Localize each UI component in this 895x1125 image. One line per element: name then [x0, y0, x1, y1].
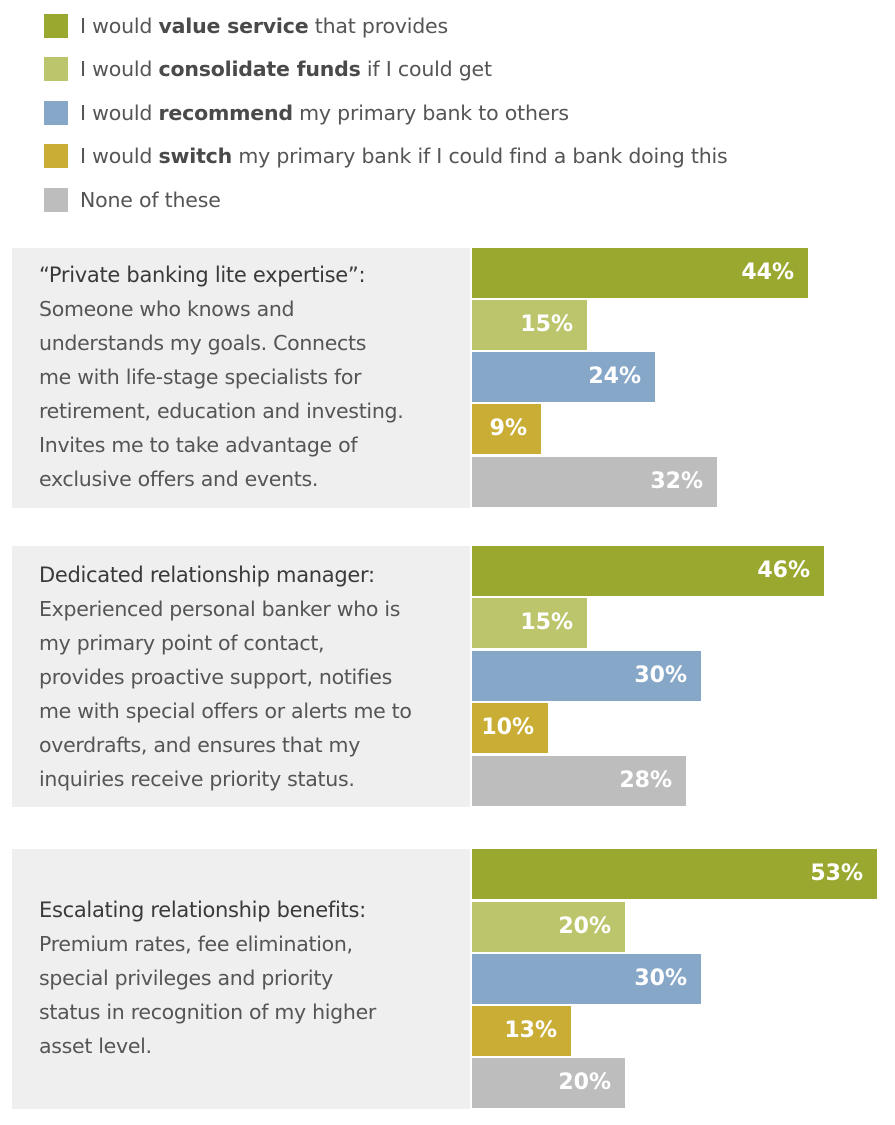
- bar-value-label: 15%: [520, 312, 573, 337]
- bar-value-label: 10%: [481, 715, 534, 740]
- panel-description: Dedicated relationship manager: Experienc…: [39, 558, 412, 796]
- bar-value-label: 53%: [810, 861, 863, 886]
- panel-line: me with special offers or alerts me to: [39, 699, 412, 723]
- bar: 44%: [472, 248, 808, 298]
- panel-line: understands my goals. Connects: [39, 331, 367, 355]
- bar: 53%: [472, 849, 877, 899]
- description-panel: Escalating relationship benefits: Premium…: [12, 849, 470, 1109]
- bar: 30%: [472, 651, 701, 701]
- bar: 20%: [472, 902, 625, 952]
- bar: 46%: [472, 546, 824, 596]
- legend-swatch: [44, 144, 68, 169]
- panel-title: Dedicated relationship manager:: [39, 563, 375, 587]
- panel-line: my primary point of contact,: [39, 631, 325, 655]
- bar: 20%: [472, 1058, 625, 1108]
- legend-label: None of these: [80, 187, 221, 212]
- panel-line: special privileges and priority: [39, 966, 333, 990]
- panel-line: Premium rates, fee elimination,: [39, 932, 353, 956]
- panel-title: “Private banking lite expertise”:: [39, 263, 366, 287]
- bar-value-label: 20%: [558, 914, 611, 939]
- bar: 15%: [472, 300, 587, 350]
- bar: 30%: [472, 954, 701, 1004]
- legend-label: I would value service that provides: [80, 13, 448, 38]
- legend-item: I would recommend my primary bank to oth…: [44, 91, 728, 135]
- description-panel: “Private banking lite expertise”: Someone…: [12, 248, 470, 508]
- bar: 10%: [472, 703, 548, 753]
- bar-value-label: 13%: [504, 1018, 557, 1043]
- bar: 24%: [472, 352, 655, 402]
- panel-description: Escalating relationship benefits: Premium…: [39, 893, 376, 1063]
- legend-item: I would switch my primary bank if I coul…: [44, 135, 728, 179]
- legend-item: I would consolidate funds if I could get: [44, 48, 728, 92]
- bar-value-label: 15%: [520, 610, 573, 635]
- bar-value-label: 32%: [650, 469, 703, 494]
- panel-title: Escalating relationship benefits:: [39, 898, 366, 922]
- bar-value-label: 44%: [741, 260, 794, 285]
- bar-value-label: 24%: [588, 364, 641, 389]
- panel-line: overdrafts, and ensures that my: [39, 733, 361, 757]
- bar-value-label: 20%: [558, 1070, 611, 1095]
- legend-swatch: [44, 187, 68, 212]
- bar: 13%: [472, 1006, 571, 1056]
- bar: 32%: [472, 457, 717, 507]
- description-panel: Dedicated relationship manager: Experienc…: [12, 546, 470, 807]
- bar: 9%: [472, 404, 541, 454]
- legend: I would value service that provides I wou…: [44, 4, 728, 222]
- panel-line: status in recognition of my higher: [39, 1000, 377, 1024]
- bar: 15%: [472, 598, 587, 648]
- legend-label: I would recommend my primary bank to oth…: [80, 100, 569, 125]
- legend-label: I would consolidate funds if I could get: [80, 57, 492, 82]
- legend-label: I would switch my primary bank if I coul…: [80, 144, 728, 169]
- panel-line: retirement, education and investing.: [39, 399, 404, 423]
- legend-item: I would value service that provides: [44, 4, 728, 48]
- panel-line: provides proactive support, notifies: [39, 665, 392, 689]
- panel-line: Invites me to take advantage of: [39, 433, 358, 457]
- panel-description: “Private banking lite expertise”: Someone…: [39, 258, 404, 496]
- legend-swatch: [44, 13, 68, 38]
- panel-line: Experienced personal banker who is: [39, 597, 401, 621]
- legend-item: None of these: [44, 178, 728, 222]
- bar-value-label: 28%: [619, 768, 672, 793]
- bar-value-label: 30%: [634, 966, 687, 991]
- legend-swatch: [44, 100, 68, 125]
- legend-swatch: [44, 57, 68, 82]
- panel-line: asset level.: [39, 1034, 152, 1058]
- panel-line: Someone who knows and: [39, 297, 295, 321]
- bar-value-label: 9%: [489, 416, 527, 441]
- panel-line: me with life-stage specialists for: [39, 365, 362, 389]
- bar: 28%: [472, 756, 686, 806]
- panel-line: exclusive offers and events.: [39, 467, 319, 491]
- bar-value-label: 30%: [634, 663, 687, 688]
- panel-line: inquiries receive priority status.: [39, 767, 355, 791]
- bar-value-label: 46%: [757, 558, 810, 583]
